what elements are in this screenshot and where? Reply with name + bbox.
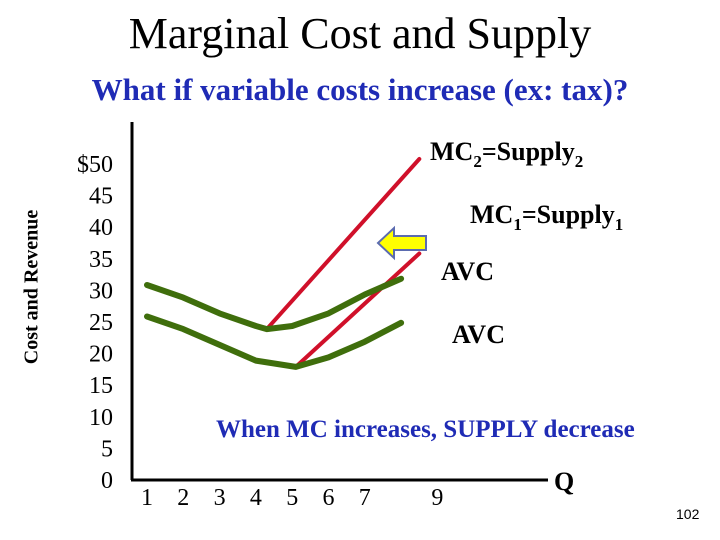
y-tick-label: 10 xyxy=(89,405,113,431)
mc1-line xyxy=(293,251,422,369)
x-tick-label: 2 xyxy=(177,485,189,511)
x-tick-label: 9 xyxy=(431,485,443,511)
y-tick-label: 5 xyxy=(101,436,113,462)
x-axis-label: Q xyxy=(554,467,574,496)
avc-lower-curve xyxy=(144,313,405,370)
x-tick-label: 5 xyxy=(286,485,298,511)
y-tick-label: $50 xyxy=(77,152,113,178)
x-tick-label: 4 xyxy=(250,485,262,511)
x-tick-label: 7 xyxy=(359,485,371,511)
y-tick-label: 40 xyxy=(89,215,113,241)
y-tick-label: 45 xyxy=(89,184,113,210)
y-tick-label: 15 xyxy=(89,373,113,399)
y-tick-label: 30 xyxy=(89,278,113,304)
y-tick-label: 35 xyxy=(89,247,113,273)
x-tick-label: 3 xyxy=(214,485,226,511)
annotation: When MC increases, SUPPLY decrease xyxy=(216,416,635,443)
mc2-line xyxy=(264,157,422,332)
avc-upper-curve xyxy=(144,275,405,333)
y-tick-label: 0 xyxy=(101,468,113,494)
mc2-label: MC2=Supply2 xyxy=(430,137,583,171)
avc-lower-label: AVC xyxy=(452,320,505,349)
slide-number: 102 xyxy=(676,506,700,522)
left-arrow-icon xyxy=(376,225,427,261)
avc-upper-label: AVC xyxy=(441,257,494,286)
x-tick-label: 1 xyxy=(141,485,153,511)
y-tick-label: 20 xyxy=(89,342,113,368)
mc1-label: MC1=Supply1 xyxy=(470,200,623,234)
slide-title: Marginal Cost and Supply xyxy=(128,9,592,58)
x-tick-label: 6 xyxy=(323,485,335,511)
y-tick-label: 25 xyxy=(89,310,113,336)
slide-subtitle: What if variable costs increase (ex: tax… xyxy=(91,72,629,107)
